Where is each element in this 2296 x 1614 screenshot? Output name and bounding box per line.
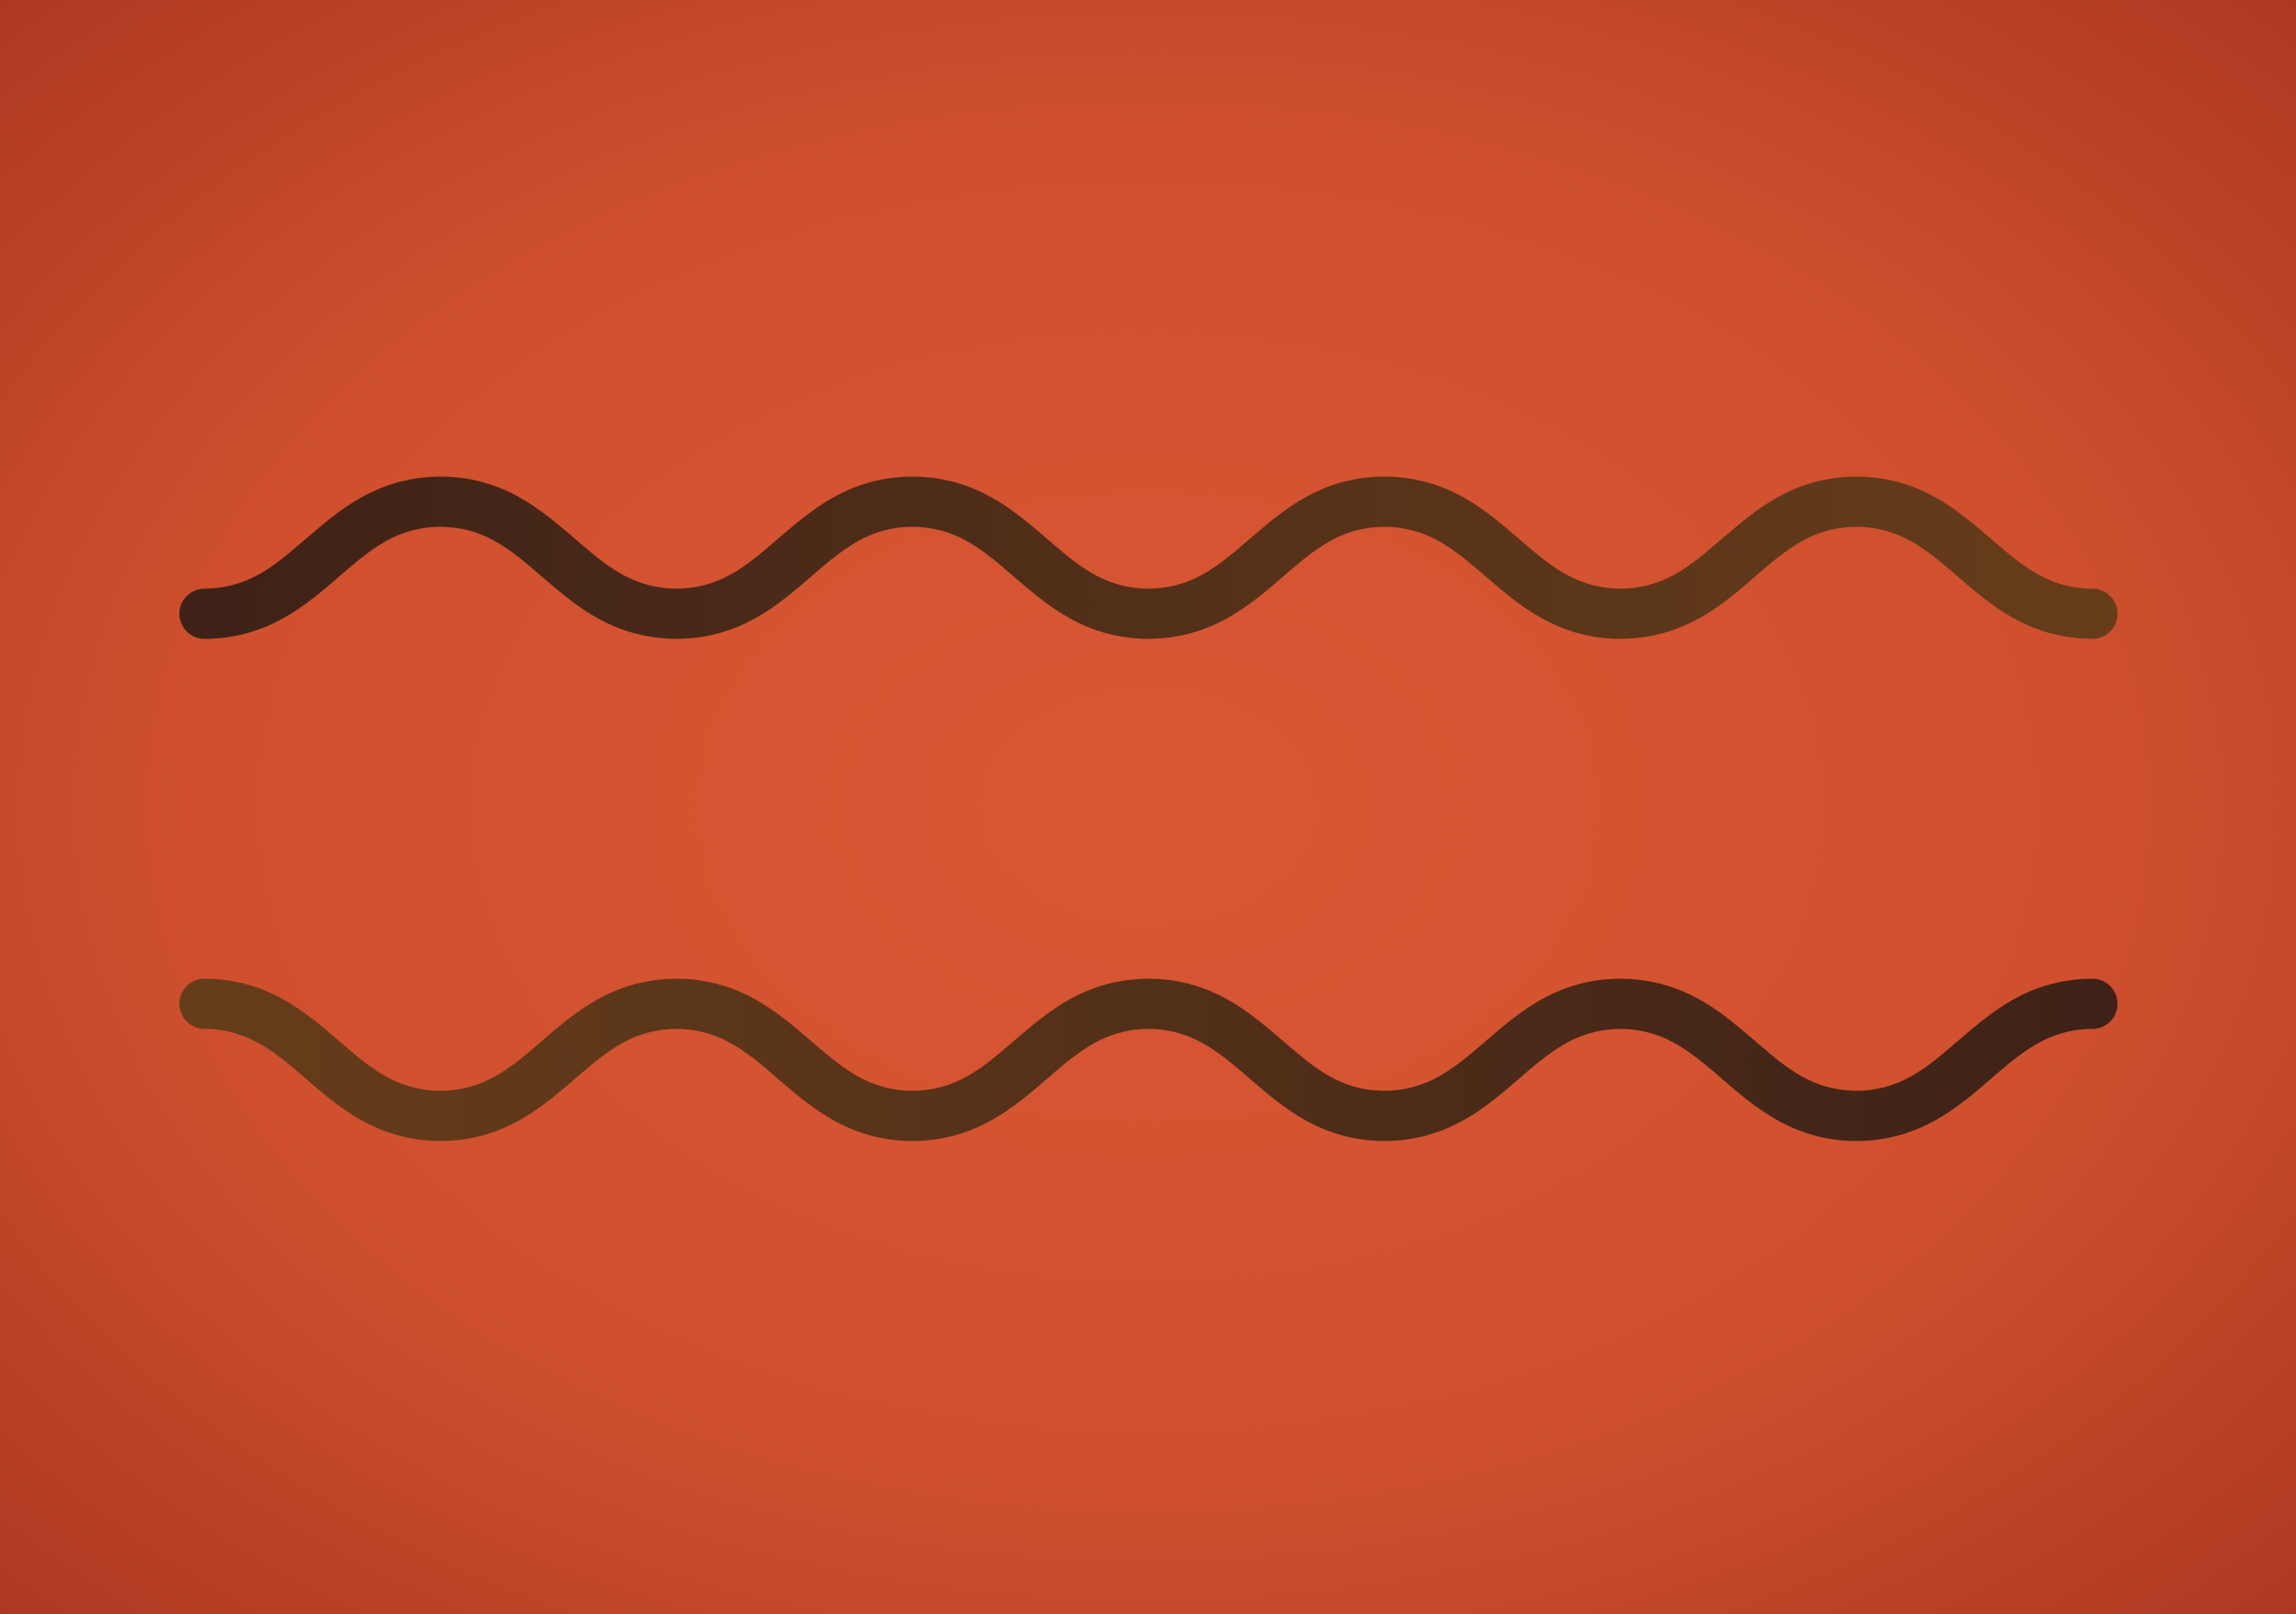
top-wave (179, 476, 2118, 639)
bottom-wave (179, 978, 2118, 1141)
waves-group (179, 476, 2118, 1141)
